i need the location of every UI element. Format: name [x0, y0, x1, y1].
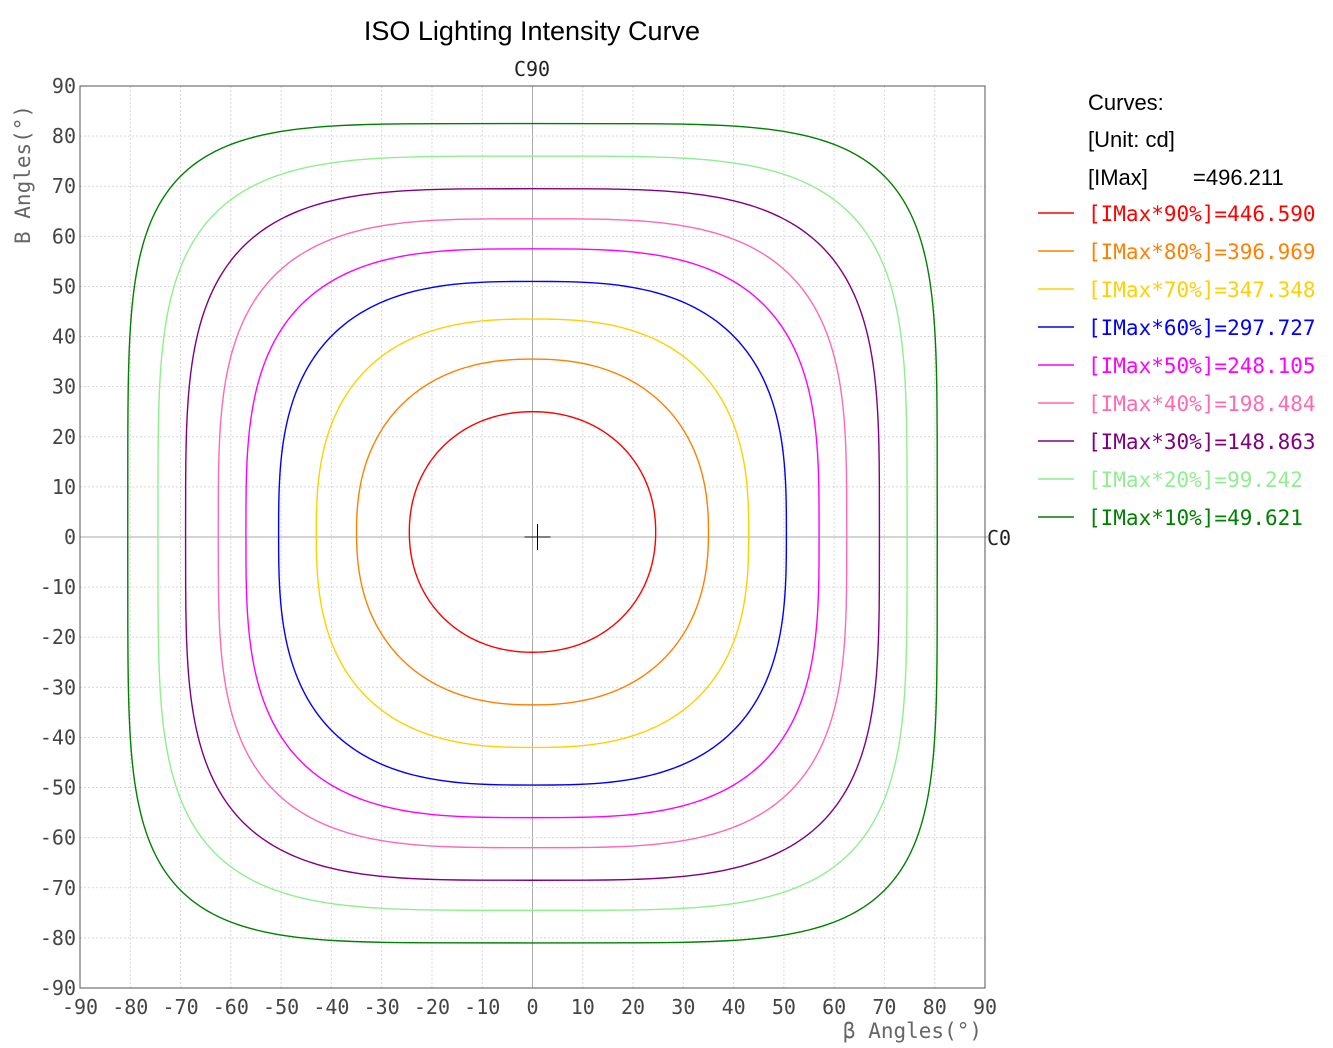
x-tick-label: -40 [313, 995, 349, 1019]
y-tick-label: -20 [40, 625, 76, 649]
x-tick-label: -30 [364, 995, 400, 1019]
y-tick-label: 10 [52, 475, 76, 499]
x-tick-label: 50 [772, 995, 796, 1019]
y-tick-label: 40 [52, 325, 76, 349]
y-tick-label: -80 [40, 926, 76, 950]
y-tick-label: -30 [40, 675, 76, 699]
y-axis-label: B Angles(°) [11, 105, 35, 244]
y-tick-label: -50 [40, 776, 76, 800]
tick-labels: -90 -80 -70 -60 -50 -40 -30 -20 -10 0 10 20 30 40 50 60… [40, 74, 997, 1019]
x-tick-label: -60 [213, 995, 249, 1019]
y-tick-label: 0 [64, 525, 76, 549]
x-tick-label: -50 [263, 995, 299, 1019]
legend-imax-label: [IMax] [1088, 165, 1148, 190]
iso-curve-8 [157, 155, 908, 912]
legend-entry-label: [IMax*20%]=99.242 [1088, 468, 1303, 492]
legend-entry-label: [IMax*60%]=297.727 [1088, 316, 1316, 340]
legend-entry-label: [IMax*70%]=347.348 [1088, 278, 1316, 302]
x-tick-label: 40 [722, 995, 746, 1019]
c90-label: C90 [514, 57, 550, 81]
x-tick-label: -20 [414, 995, 450, 1019]
x-tick-label: 0 [526, 995, 538, 1019]
iso-curves [127, 122, 938, 944]
iso-curve-4 [277, 280, 788, 786]
x-tick-label: 90 [973, 995, 997, 1019]
iso-curve-1 [408, 411, 657, 653]
y-tick-label: -10 [40, 575, 76, 599]
x-tick-label: -10 [464, 995, 500, 1019]
y-tick-label: 80 [52, 124, 76, 148]
y-tick-label: -40 [40, 725, 76, 749]
x-tick-label: -70 [162, 995, 198, 1019]
x-tick-label: -90 [62, 995, 98, 1019]
y-tick-label: 70 [52, 174, 76, 198]
legend: Curves: [Unit: cd] [IMax] =496.211 [IMax… [1038, 90, 1316, 530]
y-tick-label: -90 [40, 976, 76, 1000]
x-tick-label: -80 [112, 995, 148, 1019]
iso-curve-6 [217, 218, 848, 849]
iso-curve-5 [245, 248, 820, 819]
legend-entry-label: [IMax*90%]=446.590 [1088, 202, 1316, 226]
legend-entry-label: [IMax*40%]=198.484 [1088, 392, 1316, 416]
y-tick-label: 90 [52, 74, 76, 98]
x-axis-label: β Angles(°) [843, 1019, 982, 1043]
legend-entry-label: [IMax*50%]=248.105 [1088, 354, 1316, 378]
y-tick-label: 50 [52, 274, 76, 298]
y-tick-label: -70 [40, 876, 76, 900]
x-tick-label: 60 [822, 995, 846, 1019]
c0-label: C0 [987, 526, 1011, 550]
plot-frame [79, 85, 986, 989]
x-tick-label: 30 [671, 995, 695, 1019]
x-tick-label: 80 [923, 995, 947, 1019]
y-tick-label: 20 [52, 425, 76, 449]
x-tick-label: 20 [621, 995, 645, 1019]
center-crosshair [524, 524, 551, 550]
y-tick-label: 30 [52, 375, 76, 399]
legend-entry-label: [IMax*30%]=148.863 [1088, 430, 1316, 454]
iso-curve-2 [355, 358, 710, 706]
legend-entry-label: [IMax*80%]=396.969 [1088, 240, 1316, 264]
legend-entry-label: [IMax*10%]=49.621 [1088, 506, 1303, 530]
iso-curve-7 [184, 188, 881, 881]
x-tick-label: 10 [571, 995, 595, 1019]
legend-imax-value: =496.211 [1193, 165, 1284, 190]
legend-heading: Curves: [1088, 90, 1164, 115]
iso-curve-3 [315, 318, 750, 749]
legend-entries: [IMax*90%]=446.590 [IMax*80%]=396.969 [IMa… [1038, 202, 1316, 530]
y-tick-label: 60 [52, 224, 76, 248]
y-tick-label: -60 [40, 826, 76, 850]
chart-title: ISO Lighting Intensity Curve [364, 16, 700, 46]
x-tick-label: 70 [872, 995, 896, 1019]
legend-unit: [Unit: cd] [1088, 127, 1175, 152]
iso-curve-9 [127, 122, 938, 944]
